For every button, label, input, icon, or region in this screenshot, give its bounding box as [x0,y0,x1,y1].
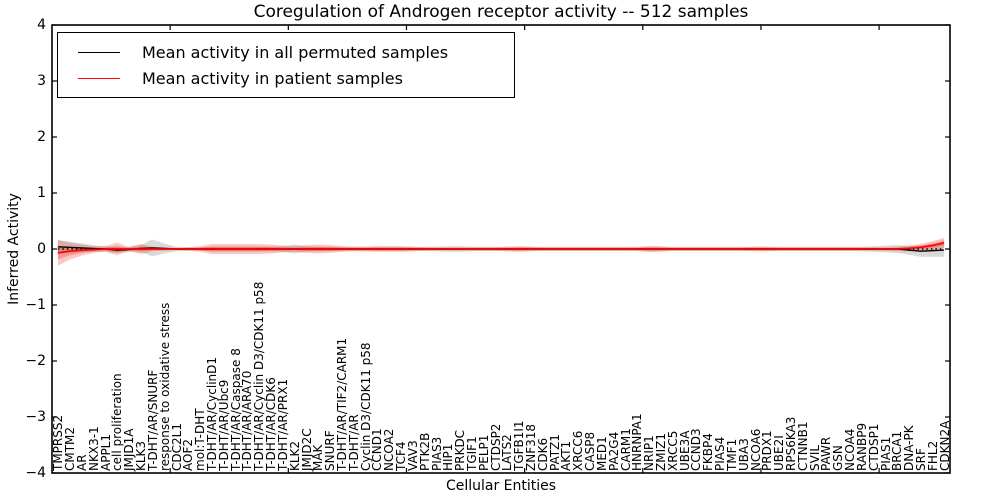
x-tick-label: UBA3 [736,438,751,471]
x-tick-label: KLK2 [287,440,302,471]
x-tick-label: FHL2 [925,440,940,471]
y-tick-label: 2 [37,128,46,145]
x-tick-label: T-DHT/AR [346,414,361,471]
y-tick-label: 0 [37,240,46,257]
chart-title: Coregulation of Androgen receptor activi… [253,2,749,22]
x-axis-label: Cellular Entities [445,478,557,494]
legend-line-red-icon [78,77,120,79]
y-tick-label: −1 [25,296,46,313]
y-tick-label: −4 [25,464,46,481]
y-tick-label: 4 [37,16,46,33]
x-tick-label: PELP1 [476,434,491,471]
legend-line-black-icon [78,51,120,53]
legend-item-permuted: Mean activity in all permuted samples [70,43,502,62]
y-tick-label: −2 [25,352,46,369]
x-tick-label: response to oxidative stress [157,302,172,471]
x-tick-label: PA2G4 [606,431,621,471]
x-tick-label: CTNNB1 [795,421,810,471]
y-axis-label: Inferred Activity [6,193,22,305]
x-tick-label: PTK2B [417,432,432,471]
y-tick-label: −3 [25,408,46,425]
legend-item-patient: Mean activity in patient samples [70,69,502,88]
legend: Mean activity in all permuted samples Me… [57,32,515,98]
x-tick-label: CTDSP1 [866,423,881,471]
y-tick-label: 3 [37,72,46,89]
legend-label-patient: Mean activity in patient samples [142,68,403,88]
y-tick-label: 1 [37,184,46,201]
legend-label-permuted: Mean activity in all permuted samples [142,42,449,62]
x-tick-label: CDKN2A [937,420,952,471]
